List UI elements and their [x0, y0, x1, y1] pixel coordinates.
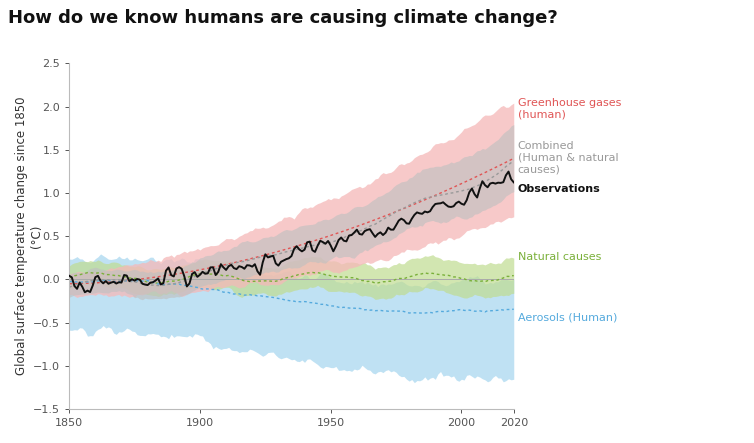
Text: Observations: Observations	[518, 184, 600, 194]
Text: Aerosols (Human): Aerosols (Human)	[518, 312, 617, 322]
Text: Natural causes: Natural causes	[518, 252, 601, 262]
Text: How do we know humans are causing climate change?: How do we know humans are causing climat…	[8, 9, 557, 27]
Y-axis label: Global surface temperature change since 1850
(°C): Global surface temperature change since …	[15, 97, 43, 375]
Text: Combined
(Human & natural
causes): Combined (Human & natural causes)	[518, 141, 618, 174]
Text: Greenhouse gases
(human): Greenhouse gases (human)	[518, 98, 621, 120]
